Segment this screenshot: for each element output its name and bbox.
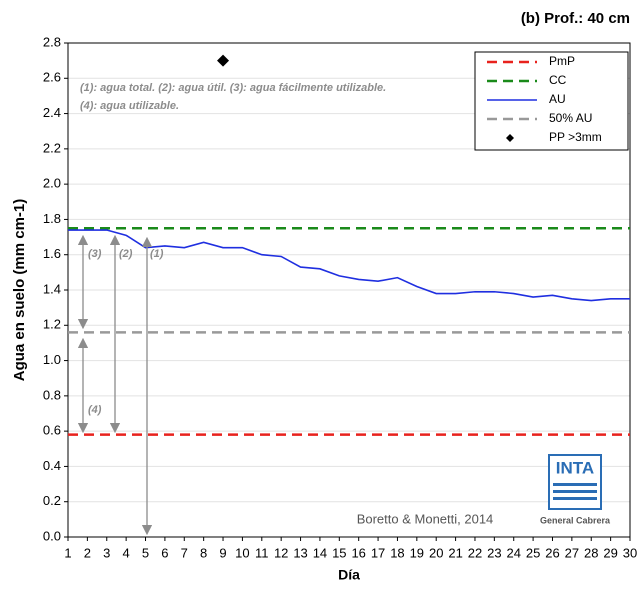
y-tick-label: 1.8 — [43, 211, 61, 226]
x-tick-label: 11 — [255, 545, 269, 560]
y-tick-label: 0.4 — [43, 458, 61, 473]
legend-marker — [506, 134, 514, 142]
x-tick-label: 28 — [584, 545, 598, 560]
y-tick-label: 1.2 — [43, 317, 61, 332]
y-tick-label: 1.0 — [43, 352, 61, 367]
x-tick-label: 16 — [351, 545, 365, 560]
y-tick-label: 2.4 — [43, 105, 61, 120]
x-tick-label: 1 — [64, 545, 71, 560]
series-line — [68, 229, 630, 302]
x-tick-label: 21 — [448, 545, 462, 560]
x-tick-label: 25 — [526, 545, 540, 560]
logo-caption: General Cabrera — [540, 515, 611, 525]
legend-label: PmP — [549, 54, 575, 68]
y-tick-label: 1.4 — [43, 281, 61, 296]
annotation: (2) — [119, 248, 133, 260]
annotation: (1): agua total. (2): agua útil. (3): ag… — [80, 82, 386, 94]
x-tick-label: 15 — [332, 545, 346, 560]
plot-frame — [67, 42, 631, 538]
legend-label: AU — [549, 92, 566, 106]
x-tick-label: 6 — [161, 545, 168, 560]
x-axis-label: Día — [338, 567, 360, 583]
x-tick-label: 17 — [371, 545, 385, 560]
x-tick-label: 8 — [200, 545, 207, 560]
y-tick-label: 0.2 — [43, 493, 61, 508]
y-tick-label: 0.8 — [43, 387, 61, 402]
y-tick-label: 2.0 — [43, 176, 61, 191]
x-tick-label: 10 — [235, 545, 249, 560]
y-axis-label: Agua en suelo (mm cm-1) — [11, 199, 28, 382]
x-tick-label: 9 — [219, 545, 226, 560]
x-tick-label: 27 — [565, 545, 579, 560]
credit: Boretto & Monetti, 2014 — [357, 511, 494, 526]
annotation: (3) — [88, 248, 102, 260]
x-tick-label: 12 — [274, 545, 288, 560]
chart-title: (b) Prof.: 40 cm — [521, 10, 630, 27]
x-tick-label: 19 — [410, 545, 424, 560]
x-tick-label: 13 — [293, 545, 307, 560]
x-tick-label: 14 — [313, 545, 327, 560]
x-tick-label: 30 — [623, 545, 637, 560]
x-tick-label: 2 — [84, 545, 91, 560]
y-tick-label: 1.6 — [43, 246, 61, 261]
y-tick-label: 2.6 — [43, 70, 61, 85]
x-tick-label: 3 — [103, 545, 110, 560]
x-tick-label: 22 — [468, 545, 482, 560]
annotation: (4) — [88, 404, 102, 416]
legend-label: 50% AU — [549, 111, 592, 125]
legend-label: CC — [549, 73, 567, 87]
x-tick-label: 5 — [142, 545, 149, 560]
x-tick-label: 29 — [603, 545, 617, 560]
y-tick-label: 0.0 — [43, 528, 61, 543]
x-tick-label: 20 — [429, 545, 443, 560]
data-point — [217, 54, 230, 67]
x-tick-label: 24 — [506, 545, 520, 560]
y-tick-label: 2.8 — [43, 34, 61, 49]
plot-area: 0.0 0.2 0.4 0.6 0.8 1.0 1.2 1.4 1.6 1.8 2.0 2.2 2.4 2… — [43, 34, 637, 560]
logo-text: INTA — [556, 458, 594, 477]
x-tick-label: 26 — [545, 545, 559, 560]
x-tick-label: 7 — [181, 545, 188, 560]
annotation: (1) — [150, 248, 164, 260]
annotation: (4): agua utilizable. — [80, 100, 179, 112]
y-tick-label: 0.6 — [43, 423, 61, 438]
legend-label: PP >3mm — [549, 130, 602, 144]
y-tick-label: 2.2 — [43, 140, 61, 155]
x-tick-label: 4 — [123, 545, 130, 560]
legend-box — [474, 51, 629, 151]
x-tick-label: 18 — [390, 545, 404, 560]
x-tick-label: 23 — [487, 545, 501, 560]
logo: INTA General Cabrera — [540, 454, 611, 525]
